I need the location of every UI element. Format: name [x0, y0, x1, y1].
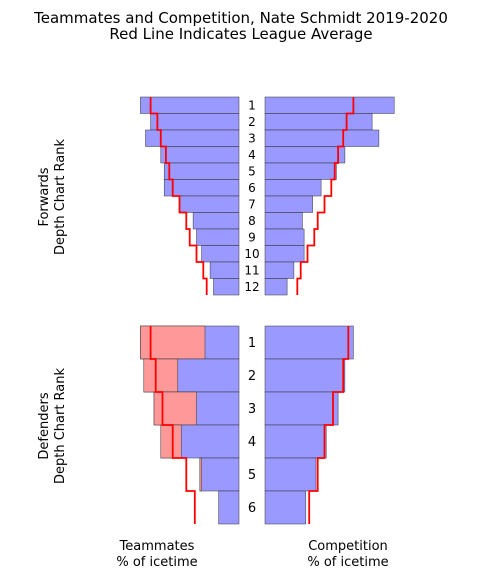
- defenders-teammates-highlight-2: [143, 358, 179, 393]
- defenders-rank-label-5: 5: [248, 468, 256, 483]
- defenders-teammates-highlight-3: [153, 391, 197, 426]
- forwards-teammates-bar-6: [163, 179, 240, 197]
- forwards-rank-label-4: 4: [248, 148, 256, 162]
- teammates-xlabel-line2: % of icetime: [116, 555, 197, 570]
- defenders-teammates-highlight-5: [199, 457, 202, 492]
- defenders-competition-league-line: [308, 326, 350, 524]
- forwards-competition-bar-12: [264, 278, 288, 296]
- forwards-rank-label-10: 10: [244, 247, 259, 261]
- forwards-competition-bar-2: [264, 113, 373, 131]
- defenders-competition-bar-1: [264, 325, 354, 360]
- teammates-xlabel-line1: Teammates: [119, 539, 195, 554]
- forwards-teammates-bar-11: [209, 261, 240, 279]
- competition-xlabel-line2: % of icetime: [307, 555, 388, 570]
- forwards-teammates-bar-8: [192, 212, 240, 230]
- chart-title-line2: Red Line Indicates League Average: [109, 25, 372, 43]
- forwards-panel: Forwards Depth Chart Rank 12345678910111…: [37, 96, 395, 296]
- defenders-ylabel-line2: Depth Chart Rank: [53, 368, 68, 485]
- forwards-rank-label-5: 5: [248, 165, 256, 179]
- forwards-competition-bar-6: [264, 179, 322, 197]
- forwards-rank-label-2: 2: [248, 115, 256, 129]
- defenders-rank-label-1: 1: [248, 336, 256, 351]
- chart-title-line1: Teammates and Competition, Nate Schmidt …: [33, 9, 448, 27]
- defenders-competition-bar-3: [264, 391, 339, 426]
- forwards-teammates-league-line: [149, 97, 208, 295]
- forwards-teammates-bar-5: [163, 162, 240, 180]
- forwards-teammates-bar-2: [150, 113, 240, 131]
- forwards-competition-bar-5: [264, 162, 337, 180]
- forwards-rank-label-8: 8: [248, 214, 256, 228]
- forwards-competition-bar-11: [264, 261, 295, 279]
- forwards-teammates-bar-4: [160, 146, 240, 164]
- forwards-ylabel-line1: Forwards: [37, 167, 52, 226]
- forwards-competition-bar-7: [264, 195, 313, 213]
- forwards-competition-bar-8: [264, 212, 303, 230]
- forwards-competition-bar-4: [264, 146, 346, 164]
- defenders-panel: Defenders Depth Chart Rank 1 2 3 4 5 6: [37, 325, 354, 525]
- defenders-rank-label-3: 3: [248, 402, 256, 417]
- forwards-teammates-bar-3: [145, 129, 240, 147]
- defenders-rank-label-6: 6: [248, 501, 256, 516]
- defenders-teammates-bar-6: [218, 490, 240, 525]
- defenders-rank-label-4: 4: [248, 435, 256, 450]
- forwards-ylabel-line2: Depth Chart Rank: [53, 139, 68, 256]
- defenders-teammates-highlight-4: [160, 424, 182, 459]
- forwards-competition-bar-9: [264, 228, 305, 246]
- forwards-teammates-bar-7: [179, 195, 240, 213]
- defenders-competition-bar-2: [264, 358, 346, 393]
- forwards-rank-label-9: 9: [248, 231, 256, 245]
- forwards-competition-bar-10: [264, 245, 305, 263]
- defenders-rank-label-2: 2: [248, 369, 256, 384]
- forwards-teammates-bar-10: [201, 245, 240, 263]
- competition-xlabel-line1: Competition: [308, 539, 388, 554]
- defenders-competition-bar-6: [264, 490, 307, 525]
- forwards-competition-bar-1: [264, 96, 395, 114]
- defenders-competition-bar-5: [264, 457, 317, 492]
- forwards-rank-label-6: 6: [248, 181, 256, 195]
- defenders-teammates-league-line: [149, 326, 196, 524]
- forwards-rank-label-11: 11: [244, 264, 259, 278]
- forwards-teammates-bar-1: [140, 96, 240, 114]
- forwards-rank-label-3: 3: [248, 132, 256, 146]
- forwards-competition-bar-3: [264, 129, 380, 147]
- defenders-teammates-bar-5: [199, 457, 240, 492]
- forwards-rank-label-7: 7: [248, 198, 256, 212]
- forwards-teammates-bar-12: [213, 278, 240, 296]
- forwards-teammates-bar-9: [196, 228, 240, 246]
- forwards-rank-label-1: 1: [248, 99, 256, 113]
- defenders-competition-bar-4: [264, 424, 327, 459]
- forwards-competition-league-line: [296, 97, 355, 295]
- forwards-rank-label-12: 12: [244, 280, 259, 294]
- defenders-ylabel-line1: Defenders: [37, 392, 52, 459]
